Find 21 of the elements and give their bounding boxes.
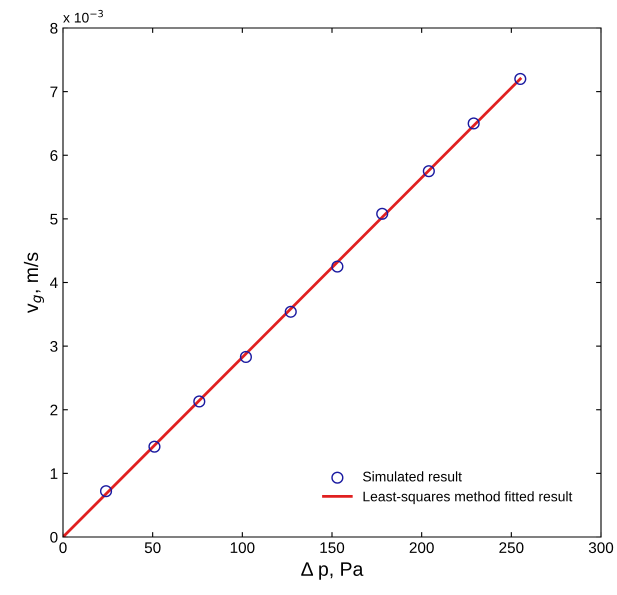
y-tick-label: 6: [50, 150, 58, 161]
x-tick-label: 300: [588, 542, 614, 554]
x-tick-label: 200: [410, 542, 434, 554]
y-tick-label: 7: [50, 86, 58, 98]
x-tick-label: 0: [59, 542, 67, 554]
y-tick-label: 2: [50, 404, 58, 416]
y-tick-label: 1: [50, 468, 58, 479]
legend-label: Least-squares method fitted result: [364, 491, 572, 504]
y-tick-label: 0: [50, 532, 58, 543]
x-tick-label: 150: [320, 542, 344, 554]
x-tick-label: 50: [144, 542, 161, 554]
x-axis-title: Δ p, Pa: [301, 562, 364, 580]
legend-label: Simulated result: [363, 471, 462, 482]
text: x 10$^{−3}$: [63, 10, 103, 23]
y-tick-label: 4: [50, 278, 58, 288]
x-tick-label: 100: [230, 542, 254, 554]
y-tick-label: 3: [50, 340, 58, 352]
y-tick-label: 8: [50, 22, 58, 34]
y-axis-title: v$_{g}$, m/s: [24, 252, 44, 314]
x-tick-label: 250: [499, 542, 524, 554]
y-tick-label: 5: [50, 214, 58, 225]
